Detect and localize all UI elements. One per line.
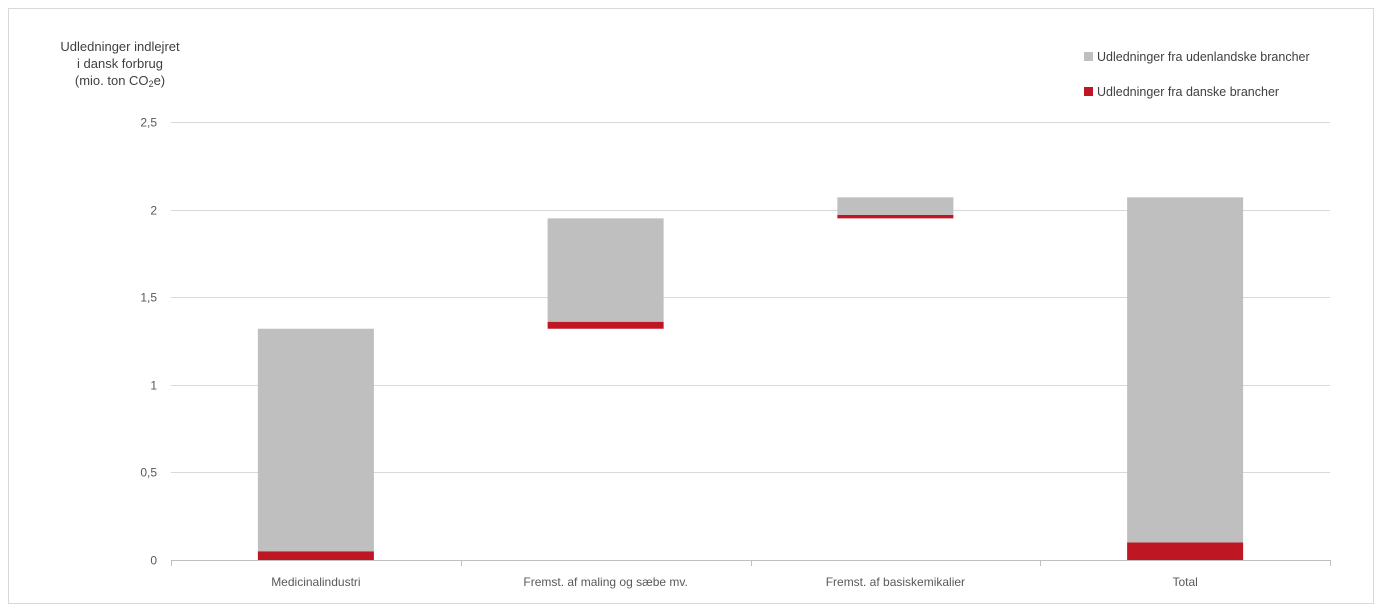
bar-danish-1 [257,551,374,560]
legend-swatch-danish [1084,87,1093,96]
y-tick-label: 2 [150,204,157,218]
legend-label-danish: Udledninger fra danske brancher [1097,85,1280,99]
x-tick-label: Fremst. af maling og sæbe mv. [523,575,688,589]
y-axis-title-unit-b: e) [153,73,166,88]
chart-frame [8,8,1374,604]
y-axis-title-line-1: Udledninger indlejret [60,39,180,54]
y-tick-label: 0 [150,554,157,568]
legend-label-foreign: Udledninger fra udenlandske brancher [1097,50,1310,64]
legend-swatch-foreign [1084,52,1093,61]
legend-item-foreign: Udledninger fra udenlandske brancher [1084,50,1310,64]
legend-item-danish: Udledninger fra danske brancher [1084,85,1279,99]
bar-foreign-2 [547,218,664,322]
y-tick-label: 1,5 [140,291,157,305]
x-tick-label: Total [1172,575,1197,589]
bar-danish-3 [837,214,954,219]
y-axis-title-line-2: i dansk forbrug [77,56,163,71]
bar-foreign-1 [257,328,374,552]
x-tick-label: Medicinalindustri [271,575,360,589]
y-axis-title-subscript: 2 [148,79,154,89]
y-axis-title-unit-a: (mio. ton CO [74,73,149,88]
y-tick-label: 0,5 [140,466,157,480]
y-tick-label: 1 [150,379,157,393]
bar-foreign-4 [1127,197,1244,543]
x-tick-label: Fremst. af basiskemikalier [826,575,965,589]
y-axis-title-line-3: (mio. ton CO2e) [50,72,190,93]
bar-danish-4 [1127,542,1244,560]
y-axis-title: Udledninger indlejret i dansk forbrug (m… [50,38,190,93]
y-tick-label: 2,5 [140,116,157,130]
bar-danish-2 [547,321,664,329]
bar-foreign-3 [837,197,954,215]
